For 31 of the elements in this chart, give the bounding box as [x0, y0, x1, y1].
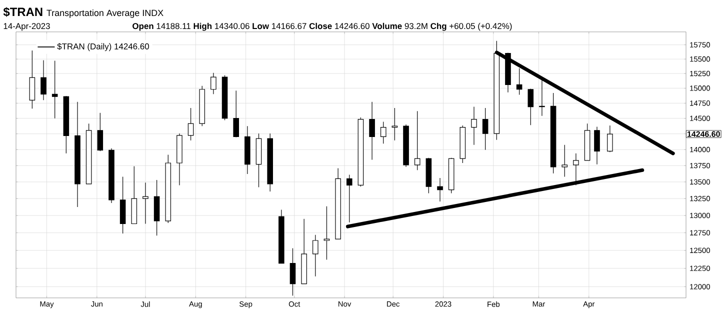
candlestick — [233, 90, 239, 138]
candlestick — [562, 144, 568, 177]
candlestick — [392, 108, 398, 141]
candlestick — [369, 102, 375, 160]
candlestick — [539, 80, 545, 116]
candlestick — [290, 248, 296, 296]
candlestick — [414, 110, 420, 170]
candlestick — [40, 60, 46, 100]
candlestick — [188, 108, 194, 141]
candlestick — [346, 174, 352, 223]
candlestick — [482, 108, 488, 150]
candlestick — [120, 176, 126, 234]
legend-label: $TRAN (Daily) 14246.60 — [57, 43, 149, 52]
candlestick — [471, 106, 477, 146]
candlestick — [52, 60, 58, 119]
candlestick — [380, 121, 386, 144]
chart-subtitle: Transportation Average INDX — [46, 9, 164, 18]
candlestick — [210, 72, 216, 94]
candlestick — [516, 68, 522, 96]
chart-title: $TRAN — [3, 7, 42, 17]
candlestick — [607, 125, 613, 152]
candlestick — [528, 88, 534, 126]
candlestick — [29, 50, 36, 109]
text: Open 14188.11 High 14340.06 Low 14166.67 Close 14246.60 Volume 93.2M Chg +60.05 (+0.42%) — [132, 22, 512, 31]
candlestick — [594, 126, 600, 165]
candlestick — [312, 234, 318, 277]
text: 14-Apr-2023 — [4, 23, 50, 31]
candlestick — [324, 206, 330, 260]
candlestick — [437, 178, 443, 202]
candlestick — [97, 112, 104, 152]
candlestick — [142, 182, 148, 224]
